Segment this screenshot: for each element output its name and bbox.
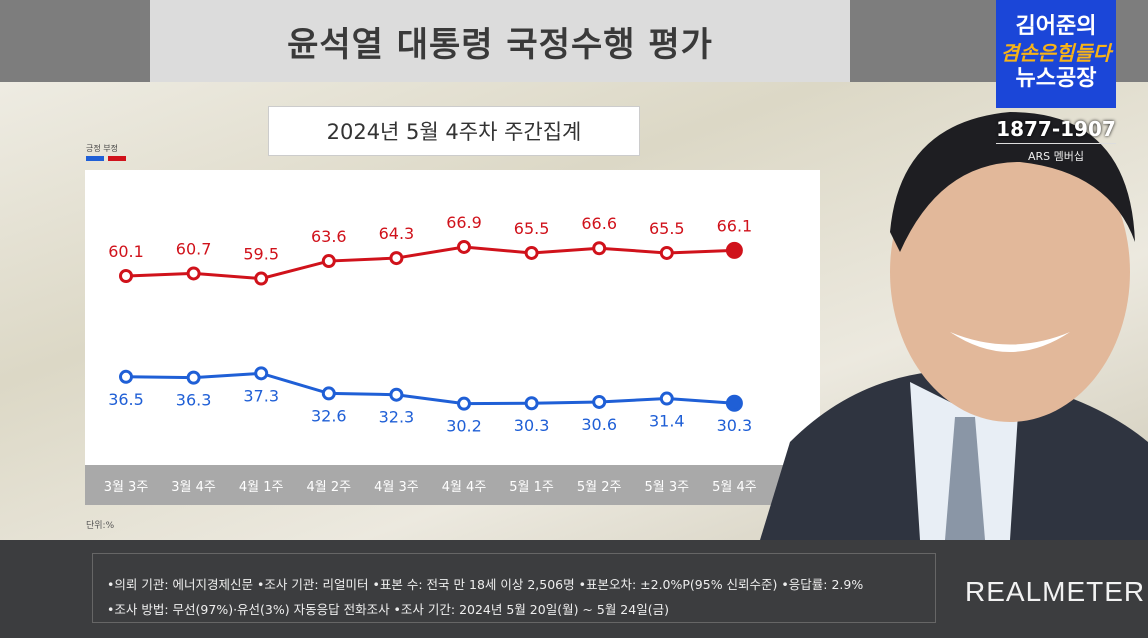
footer [0, 540, 1148, 638]
data-label: 32.6 [311, 406, 347, 425]
unit-label: 단위:% [86, 521, 115, 531]
data-label: 66.6 [581, 214, 617, 233]
realmeter-logo: REALMETER [965, 576, 1146, 607]
data-label: 60.1 [108, 242, 144, 261]
chart-subtitle: 2024년 5월 4주차 주간집계 [268, 106, 640, 156]
x-tick-label: 4월 4주 [442, 480, 487, 495]
data-point [659, 245, 674, 260]
x-tick-label: 5월 1주 [509, 480, 554, 495]
data-point [186, 370, 201, 385]
legend-label-positive: 긍정 [86, 144, 101, 153]
data-label: 30.3 [717, 416, 753, 435]
data-label: 32.3 [379, 408, 415, 427]
data-label: 59.5 [243, 245, 279, 264]
data-label: 66.9 [446, 213, 482, 232]
legend-label-negative: 부정 [103, 144, 119, 153]
data-point [321, 386, 336, 401]
x-tick-label: 4월 3주 [374, 480, 419, 495]
logo-line3: 뉴스공장 [1015, 66, 1097, 91]
show-logo: 김어준의 겸손은힘들다 뉴스공장 [996, 0, 1116, 108]
legend-swatch-positive [86, 156, 104, 161]
data-point [457, 239, 471, 254]
data-point [592, 394, 607, 409]
data-label: 60.7 [176, 239, 212, 258]
data-label: 36.3 [176, 391, 212, 410]
logo-line2: 겸손은힘들다 [1000, 41, 1112, 65]
data-point [725, 394, 743, 412]
data-label: 30.6 [581, 415, 617, 434]
x-tick-label: 5월 2주 [577, 480, 622, 495]
data-label: 63.6 [311, 227, 347, 246]
survey-notes: •의뢰 기관: 에너지경제신문 •조사 기관: 리얼미터 •표본 수: 전국 만… [92, 553, 936, 623]
data-point [186, 266, 201, 281]
data-point [524, 396, 539, 411]
legend: 긍정 부정 [86, 143, 130, 163]
x-tick-label: 5월 4주 [712, 480, 757, 495]
data-point [119, 269, 133, 283]
data-label: 65.5 [514, 219, 550, 238]
ars-label: ARS 멤버십 [1027, 150, 1084, 163]
data-label: 37.3 [243, 386, 279, 405]
data-point [725, 241, 743, 259]
data-point [321, 254, 336, 269]
data-point [659, 391, 674, 406]
line-chart: 3월 3주 3월 4주 4월 1주 4월 2주 4월 3주 4월 4주 5월 1주 5월 2주… [104, 213, 757, 495]
data-point [254, 271, 269, 286]
x-tick-label: 3월 4주 [171, 480, 216, 495]
president-photo [760, 82, 1148, 540]
x-tick-label: 3월 3주 [104, 480, 149, 495]
data-label: 30.2 [446, 417, 482, 436]
survey-note-line2: •조사 방법: 무선(97%)·유선(3%) 자동응답 전화조사 •조사 기간:… [107, 602, 669, 617]
survey-note-line1: •의뢰 기관: 에너지경제신문 •조사 기관: 리얼미터 •표본 수: 전국 만… [107, 577, 864, 592]
legend-swatch-negative [108, 156, 126, 161]
data-point [389, 251, 404, 266]
data-label: 66.1 [717, 216, 753, 235]
data-point [524, 245, 539, 260]
phone-number: 1877-1907 [996, 117, 1116, 144]
page-title: 윤석열 대통령 국정수행 평가 [150, 0, 850, 82]
series-line-positive [125, 371, 735, 406]
data-label: 36.5 [108, 390, 144, 409]
plot-area [85, 170, 820, 465]
data-label: 64.3 [379, 224, 415, 243]
data-point [254, 366, 269, 381]
series-line-negative [125, 245, 735, 281]
x-tick-label: 4월 2주 [306, 480, 351, 495]
data-label: 65.5 [649, 219, 685, 238]
x-tick-label: 4월 1주 [239, 480, 284, 495]
data-label: 30.3 [514, 416, 550, 435]
data-point [389, 387, 404, 402]
logo-line1: 김어준의 [1015, 14, 1097, 39]
x-axis-band [85, 465, 820, 505]
data-point [119, 369, 133, 384]
data-point [592, 241, 607, 256]
data-label: 31.4 [649, 412, 685, 431]
x-tick-label: 5월 3주 [644, 480, 689, 495]
data-point [457, 396, 471, 411]
